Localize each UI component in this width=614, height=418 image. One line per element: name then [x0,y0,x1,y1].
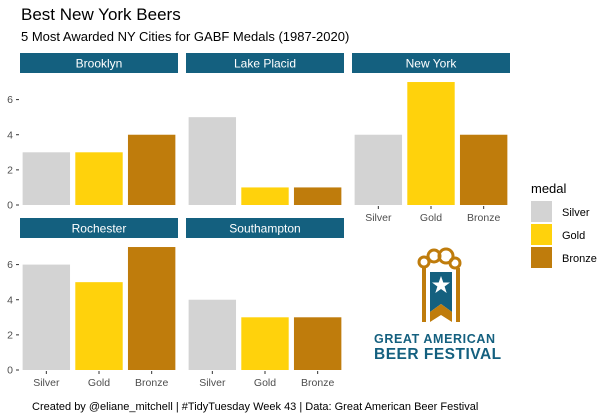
facet-strip-label: Lake Placid [234,57,296,71]
x-tick-label: Gold [254,377,276,389]
x-tick-label: Bronze [467,212,500,224]
bar-silver [22,264,71,370]
beer-mug-star-icon [417,247,462,322]
gabf-logo: GREAT AMERICAN BEER FESTIVAL [374,247,502,363]
y-tick-label: 4 [7,294,13,306]
x-tick-label: Bronze [135,377,168,389]
facet-strip [186,218,344,238]
facet-panel: Southampton Silver Gold Bronze [186,218,344,389]
x-tick-label: Gold [420,212,442,224]
y-tick-label: 6 [7,94,13,106]
legend: medal Silver Gold Bronze [531,181,597,268]
facet-strip-label: New York [406,57,458,71]
bar-bronze [127,134,176,205]
x-tick-label: Silver [199,377,226,389]
x-tick-label: Gold [88,377,110,389]
legend-key-gold [531,224,552,245]
legend-key-bronze [531,247,552,268]
facet-strip [352,53,510,73]
facet-strip-label: Brooklyn [76,57,123,71]
bar-silver [354,134,403,205]
legend-title: medal [531,181,567,196]
y-tick-label: 0 [7,365,13,377]
bar-gold [407,82,455,205]
chart-caption: Created by @eliane_mitchell | #TidyTuesd… [32,401,478,413]
bar-gold [75,282,123,370]
facet-panel: New York Silver Gold Bronze [352,53,510,224]
legend-label: Bronze [562,253,597,265]
bar-bronze [293,187,342,205]
bar-gold [75,152,123,205]
chart-title: Best New York Beers [21,5,181,24]
bar-gold [241,187,289,205]
facet-strip [20,218,178,238]
facet-panel: Brooklyn 0 2 4 6 [7,53,178,212]
facet-strip-label: Southampton [229,222,300,236]
facet-strip-label: Rochester [72,222,127,236]
bar-silver [188,117,237,205]
facet-panels: Brooklyn 0 2 4 6 Lake Placid New York Silver Gol… [7,53,510,389]
facet-strip [186,53,344,73]
facet-panel: Lake Placid [186,53,344,205]
logo-line1: GREAT AMERICAN [374,332,496,346]
y-tick-label: 2 [7,164,13,176]
bar-silver [188,299,237,370]
x-tick-label: Silver [365,212,392,224]
logo-line2: BEER FESTIVAL [374,346,502,363]
bar-bronze [127,247,176,370]
legend-items: Silver Gold Bronze [531,201,597,268]
facet-strip [20,53,178,73]
y-tick-label: 4 [7,129,13,141]
bar-gold [241,317,289,370]
chart-subtitle: 5 Most Awarded NY Cities for GABF Medals… [21,29,349,44]
y-tick-label: 0 [7,200,13,212]
facet-panel: Rochester 0 2 4 6 Silver Gold Bronze [7,218,178,389]
legend-label: Gold [562,230,585,242]
x-tick-label: Bronze [301,377,334,389]
bar-bronze [293,317,342,370]
bar-silver [22,152,71,205]
bar-bronze [459,134,508,205]
y-tick-label: 2 [7,329,13,341]
x-tick-label: Silver [33,377,60,389]
legend-key-silver [531,201,552,222]
y-tick-label: 6 [7,259,13,271]
legend-label: Silver [562,207,590,219]
